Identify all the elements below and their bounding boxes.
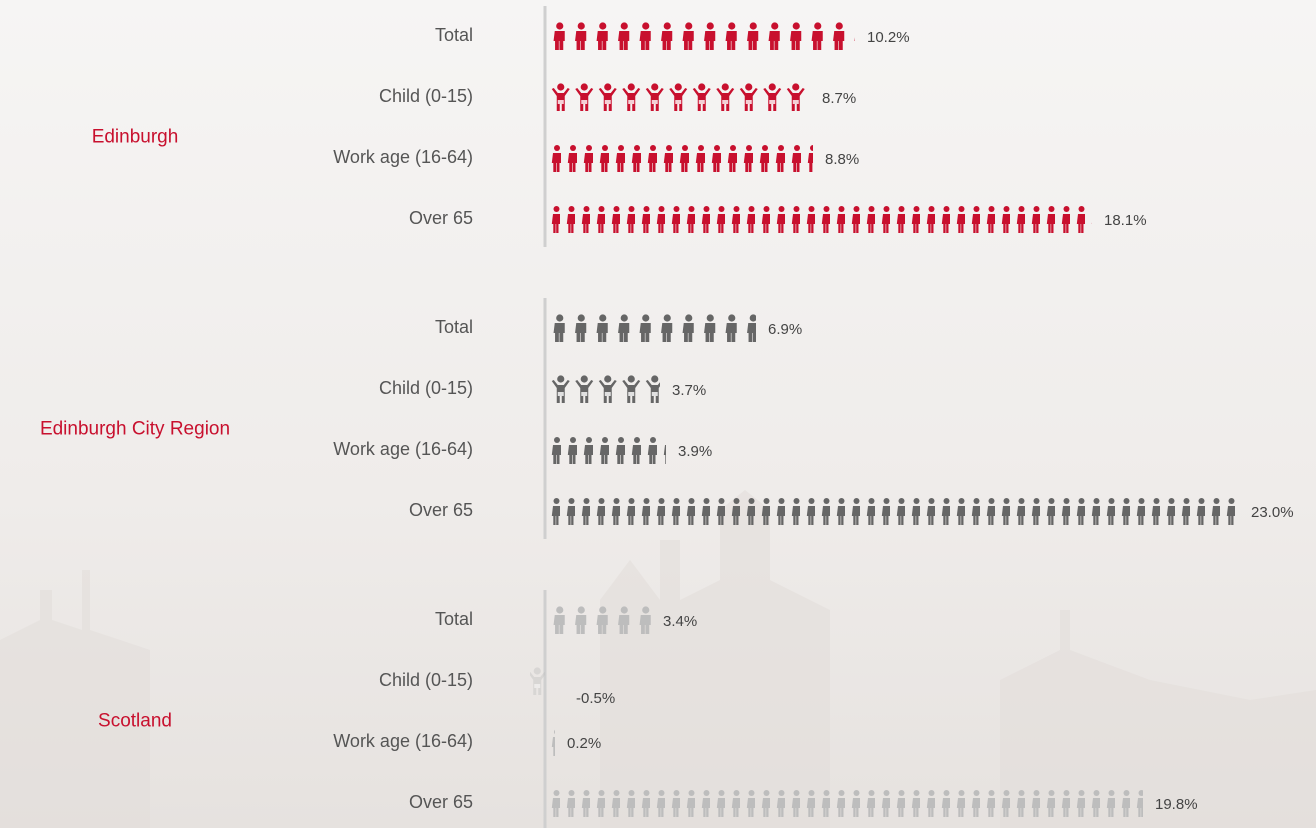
pictogram-bar: [549, 728, 555, 756]
value-label: 18.1%: [1104, 212, 1147, 229]
category-label: Child (0-15): [379, 670, 473, 690]
pictogram-bar: [549, 22, 855, 50]
pictogram-bar: [530, 667, 545, 695]
category-label: Child (0-15): [379, 378, 473, 398]
category-label: Total: [435, 317, 473, 337]
category-label: Total: [435, 609, 473, 629]
category-label: Work age (16-64): [333, 147, 473, 167]
pictogram-bar: [549, 205, 1092, 233]
value-label: 8.8%: [825, 151, 859, 168]
skyline: [0, 490, 1316, 828]
pictogram-bar: [549, 789, 1143, 817]
value-label: 3.4%: [663, 613, 697, 630]
value-label: 10.2%: [867, 29, 910, 46]
group-label: Scotland: [98, 711, 172, 732]
category-label: Work age (16-64): [333, 439, 473, 459]
category-label: Work age (16-64): [333, 731, 473, 751]
pictogram-bar: [549, 375, 660, 403]
value-label: -0.5%: [576, 690, 615, 707]
pictogram-bar: [549, 314, 756, 342]
pictogram-bar: [549, 436, 666, 464]
value-label: 8.7%: [822, 90, 856, 107]
category-label: Over 65: [409, 500, 473, 520]
pictogram-bar: [549, 606, 651, 634]
pictogram-bar: [549, 83, 810, 111]
pictogram-bar: [549, 144, 813, 172]
pictogram-bar: [549, 497, 1239, 525]
value-label: 19.8%: [1155, 796, 1198, 813]
category-label: Over 65: [409, 208, 473, 228]
group-label: Edinburgh City Region: [40, 419, 230, 440]
category-label: Total: [435, 25, 473, 45]
value-label: 6.9%: [768, 321, 802, 338]
value-label: 3.7%: [672, 382, 706, 399]
value-label: 0.2%: [567, 735, 601, 752]
group-label: Edinburgh: [92, 127, 179, 148]
value-label: 3.9%: [678, 443, 712, 460]
category-label: Child (0-15): [379, 86, 473, 106]
value-label: 23.0%: [1251, 504, 1294, 521]
category-label: Over 65: [409, 792, 473, 812]
